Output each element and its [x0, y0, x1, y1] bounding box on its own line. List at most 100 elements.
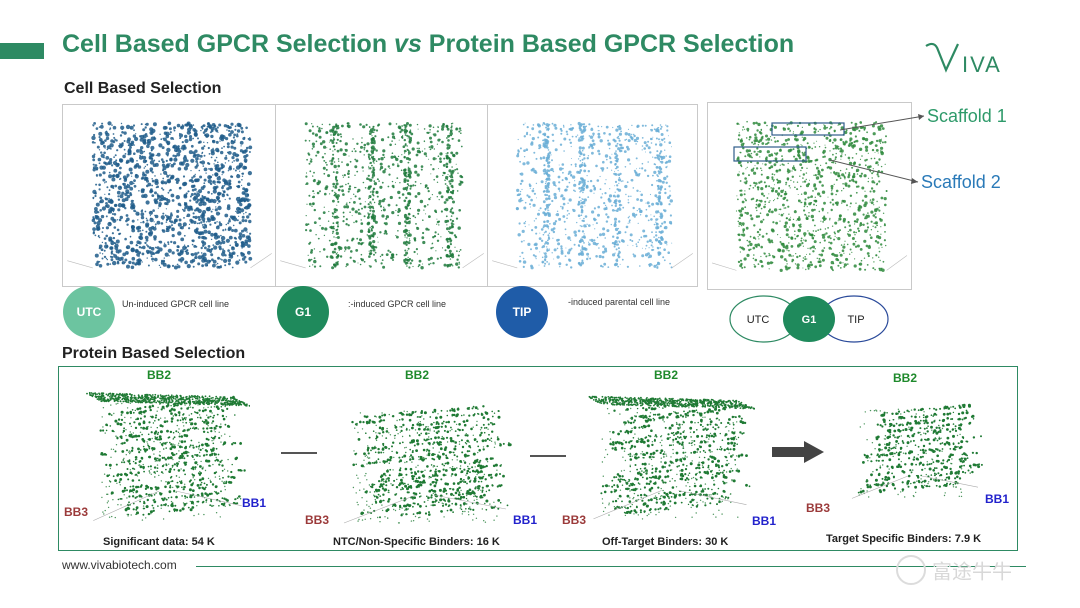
cloud-point [658, 196, 661, 200]
cloud-point [200, 160, 206, 165]
cloud-point [406, 183, 409, 186]
cloud-point [841, 249, 845, 252]
cloud-point [872, 214, 876, 217]
cloud-point [171, 224, 173, 227]
cloud-point [458, 182, 462, 186]
cloud-point [332, 125, 336, 129]
cloud-point [229, 165, 232, 169]
cloud-point [771, 173, 774, 176]
cloud-point [615, 165, 619, 169]
cloud-point [109, 397, 112, 399]
cloud-point [765, 184, 768, 188]
cloud-point [768, 252, 770, 255]
cloud-point [569, 127, 574, 131]
cloud-point [738, 134, 741, 137]
cloud-point [551, 122, 554, 125]
cloud-point [143, 150, 146, 153]
cloud-point [668, 155, 672, 158]
cloud-point [780, 194, 783, 198]
cloud-point [870, 229, 873, 231]
cloud-point [175, 149, 178, 153]
cloud-point [582, 125, 586, 129]
cloud-point [313, 221, 317, 224]
cloud-point [179, 132, 181, 135]
cloud-point [415, 153, 419, 157]
cloud-point [455, 151, 459, 155]
cloud-point [95, 166, 99, 170]
cloud-point [212, 259, 217, 264]
cloud-point [332, 199, 335, 203]
cloud-point [579, 225, 581, 227]
cloud-point [788, 123, 790, 125]
cloud-point [588, 241, 590, 243]
cloud-point [187, 245, 190, 248]
cloud-point [530, 168, 534, 172]
cloud-point [235, 260, 240, 265]
cloud-point [346, 202, 348, 204]
cloud-point [304, 139, 307, 142]
cloud-point [529, 187, 531, 189]
cloud-point [855, 139, 859, 143]
cloud-point [426, 187, 429, 190]
cloud-point [171, 264, 175, 267]
cloud-point [313, 248, 316, 250]
cloud-point [245, 211, 247, 214]
cloud-point [397, 214, 399, 217]
cloud-point [324, 192, 327, 196]
cloud-point [430, 262, 432, 265]
cloud-point [420, 168, 423, 171]
cloud-point [860, 172, 863, 175]
cloud-point [443, 263, 447, 267]
cloud-point [160, 180, 165, 185]
cloud-point [799, 225, 802, 228]
cloud-point [119, 194, 124, 199]
cloud-point [806, 156, 810, 160]
cloud-point [113, 219, 116, 221]
cloud-point [875, 183, 878, 186]
cloud-point [814, 163, 817, 166]
cloud-point [395, 235, 397, 237]
cloud-point [425, 213, 427, 215]
cloud-point [99, 200, 102, 204]
cloud-point [398, 196, 401, 199]
cloud-point [167, 243, 170, 246]
cloud-point [332, 133, 335, 137]
cloud-point [855, 202, 857, 204]
cloud-point [177, 231, 182, 236]
cloud-point [214, 183, 216, 186]
cloud-point [345, 263, 349, 266]
cloud-point [311, 132, 315, 135]
cloud-point [372, 240, 376, 244]
cloud-point [659, 150, 663, 153]
cloud-point [538, 237, 542, 241]
cloud-point [611, 153, 613, 155]
cloud-point [372, 244, 374, 246]
cloud-point [745, 226, 749, 230]
cloud-point [333, 208, 337, 211]
cloud-point [597, 149, 600, 153]
cloud-point [127, 149, 132, 154]
cloud-point [119, 396, 122, 399]
cloud-point [401, 154, 403, 156]
cloud-point [755, 215, 759, 218]
cloud-point [547, 234, 550, 237]
cloud-point [578, 124, 582, 128]
cloud-point [202, 165, 205, 167]
cloud-point [839, 139, 842, 141]
cloud-point [374, 251, 377, 254]
cloud-point [837, 174, 841, 178]
cloud-point [867, 212, 869, 214]
cloud-point [416, 123, 419, 126]
cloud-point [98, 149, 101, 151]
cloud-point [757, 140, 761, 143]
cloud-point [581, 146, 585, 150]
cloud-point [823, 124, 825, 126]
cloud-point [311, 148, 314, 150]
cloud-point [218, 222, 223, 227]
cloud-point [758, 203, 761, 207]
cloud-point [452, 154, 456, 158]
cloud-point [606, 229, 610, 233]
cloud-point [543, 190, 546, 193]
cloud-point [124, 192, 128, 197]
cloud-point [659, 216, 663, 219]
